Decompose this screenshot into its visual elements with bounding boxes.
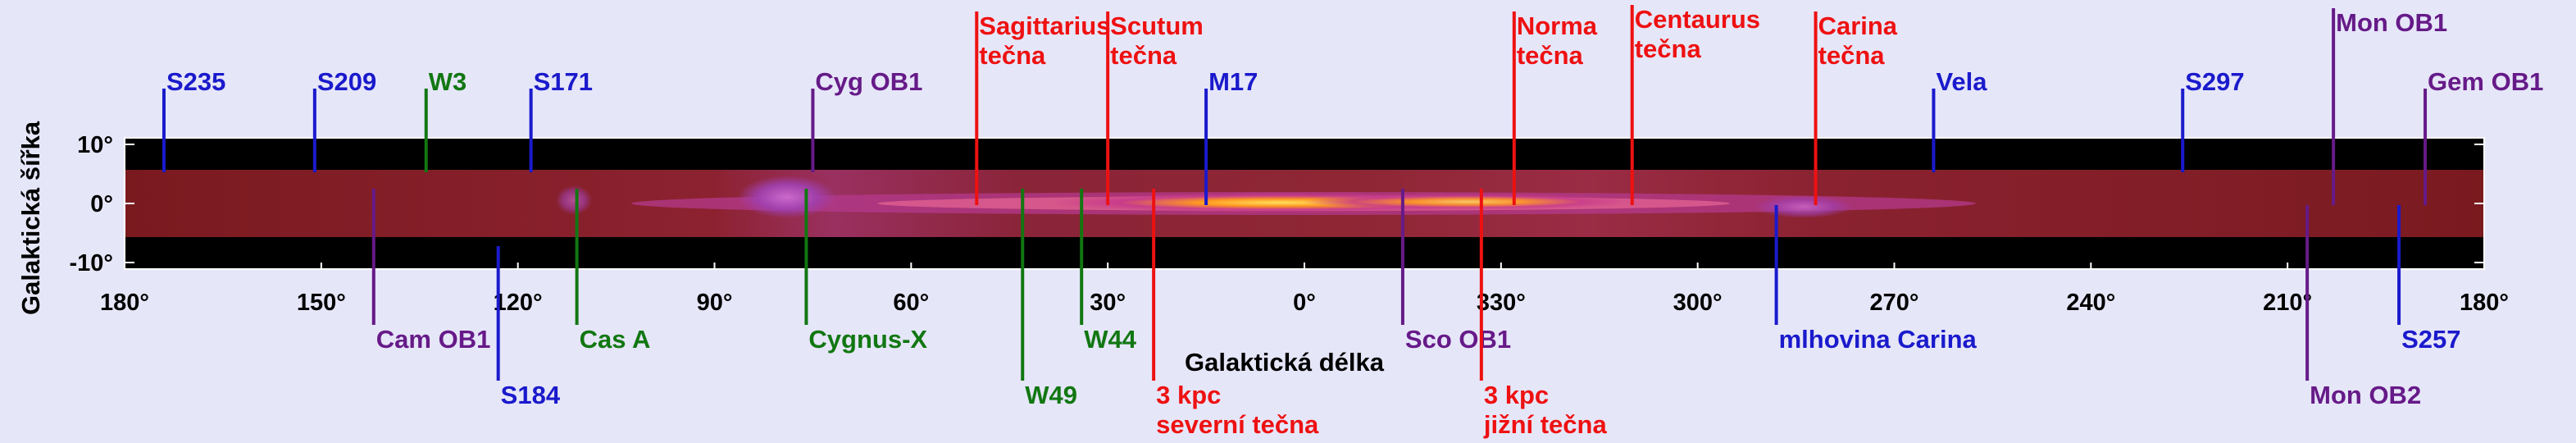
marker-w3: W3 (424, 67, 467, 172)
survey-image (124, 137, 2485, 270)
y-tick-labels: 10° 0° -10° (69, 132, 113, 276)
x-tick-label: 180° (100, 290, 149, 316)
marker-s209: S209 (312, 67, 376, 172)
marker-label: tečna (979, 41, 1046, 70)
marker-label: Centaurus (1635, 5, 1760, 34)
x-tick-label: 210° (2263, 290, 2312, 316)
inner-galaxy-glow (1304, 194, 1632, 210)
marker-label: Carina (1818, 11, 1898, 40)
marker-label: S297 (2185, 67, 2244, 96)
x-tick-label: 150° (297, 290, 346, 316)
carina-region-glow (1755, 195, 1853, 218)
marker-label: S257 (2401, 325, 2460, 354)
marker-label: tečna (1517, 41, 1584, 70)
marker-cas-a: Cas A (575, 189, 651, 354)
x-tick-label: 120° (494, 290, 543, 316)
marker-label: Mon OB1 (2336, 8, 2447, 37)
marker-label: Cygnus-X (808, 325, 927, 354)
marker-s297: S297 (2181, 67, 2245, 172)
marker-label: Sagittarius (979, 11, 1110, 40)
x-tick-label: 90° (697, 290, 733, 316)
marker-mon-ob2: Mon OB2 (2305, 205, 2421, 409)
object-markers: S235 S209 W3 S171 Cyg OB1SagittariustečnaScu… (162, 5, 2543, 439)
marker-label: jižní tečna (1483, 410, 1608, 439)
marker-cam-ob1: Cam OB1 (371, 189, 491, 354)
y-tick-label: 10° (77, 132, 113, 158)
marker-label: M17 (1208, 67, 1258, 96)
x-tick-label: 60° (893, 290, 929, 316)
marker-label: Vela (1936, 67, 1987, 96)
x-tick-label: 240° (2066, 290, 2115, 316)
marker-carina-nebula: mlhovina Carina (1774, 205, 1978, 354)
x-tick-label: 0° (1293, 290, 1316, 316)
x-tick-label: 300° (1673, 290, 1723, 316)
marker-label: S171 (534, 67, 593, 96)
marker-label: W49 (1025, 381, 1077, 409)
marker-label: Cam OB1 (376, 325, 491, 354)
marker-cyg-ob1: Cyg OB1 (811, 67, 922, 172)
x-axis-title: Galaktická délka (1185, 348, 1385, 377)
marker-label: 3 kpc (1484, 381, 1549, 409)
x-tick-label: 30° (1090, 290, 1126, 316)
marker-label: S184 (501, 381, 561, 409)
marker-label: Sco OB1 (1405, 325, 1511, 354)
marker-label: tečna (1110, 41, 1177, 70)
marker-vela: Vela (1932, 67, 1987, 172)
marker-cygnus-x: Cygnus-X (804, 189, 927, 354)
marker-label: Scutum (1110, 11, 1204, 40)
marker-s184: S184 (496, 246, 561, 409)
marker-w49: W49 (1021, 189, 1077, 409)
marker-s235: S235 (162, 67, 225, 172)
marker-s171: S171 (529, 67, 593, 172)
marker-label: mlhovina Carina (1779, 325, 1978, 354)
marker-label: tečna (1635, 34, 1702, 63)
marker-label: Mon OB2 (2310, 381, 2421, 409)
marker-label: W3 (429, 67, 467, 96)
cas-region-glow (556, 185, 592, 215)
y-axis-title: Galaktická šířka (16, 121, 45, 315)
y-tick-label: -10° (69, 250, 113, 276)
marker-label: Cas A (580, 325, 651, 354)
marker-label: Norma (1517, 11, 1598, 40)
marker-label: 3 kpc (1156, 381, 1221, 409)
marker-label: Cyg OB1 (815, 67, 922, 96)
marker-mon-ob1: Mon OB1 (2332, 8, 2447, 205)
y-tick-label: 0° (90, 191, 113, 217)
marker-label: severní tečna (1156, 410, 1319, 439)
x-tick-labels: 180° 150° 120° 90° 60° 30° 0° 330° 300° 270° 240° 2… (100, 290, 2509, 316)
marker-sco-ob1: Sco OB1 (1400, 189, 1511, 354)
marker-label: Gem OB1 (2428, 67, 2543, 96)
x-tick-label: 270° (1870, 290, 1919, 316)
marker-s257: S257 (2397, 205, 2460, 354)
marker-label: S235 (166, 67, 225, 96)
marker-gem-ob1: Gem OB1 (2424, 67, 2543, 205)
x-tick-label: 330° (1477, 290, 1526, 316)
cygnus-region-glow (738, 176, 836, 218)
marker-label: W44 (1084, 325, 1137, 354)
marker-m17: M17 (1204, 67, 1258, 205)
marker-label: tečna (1818, 41, 1886, 70)
marker-w44: W44 (1080, 189, 1137, 354)
x-tick-label: 180° (2460, 290, 2509, 316)
marker-label: S209 (317, 67, 376, 96)
axis-ticks (124, 144, 2485, 269)
